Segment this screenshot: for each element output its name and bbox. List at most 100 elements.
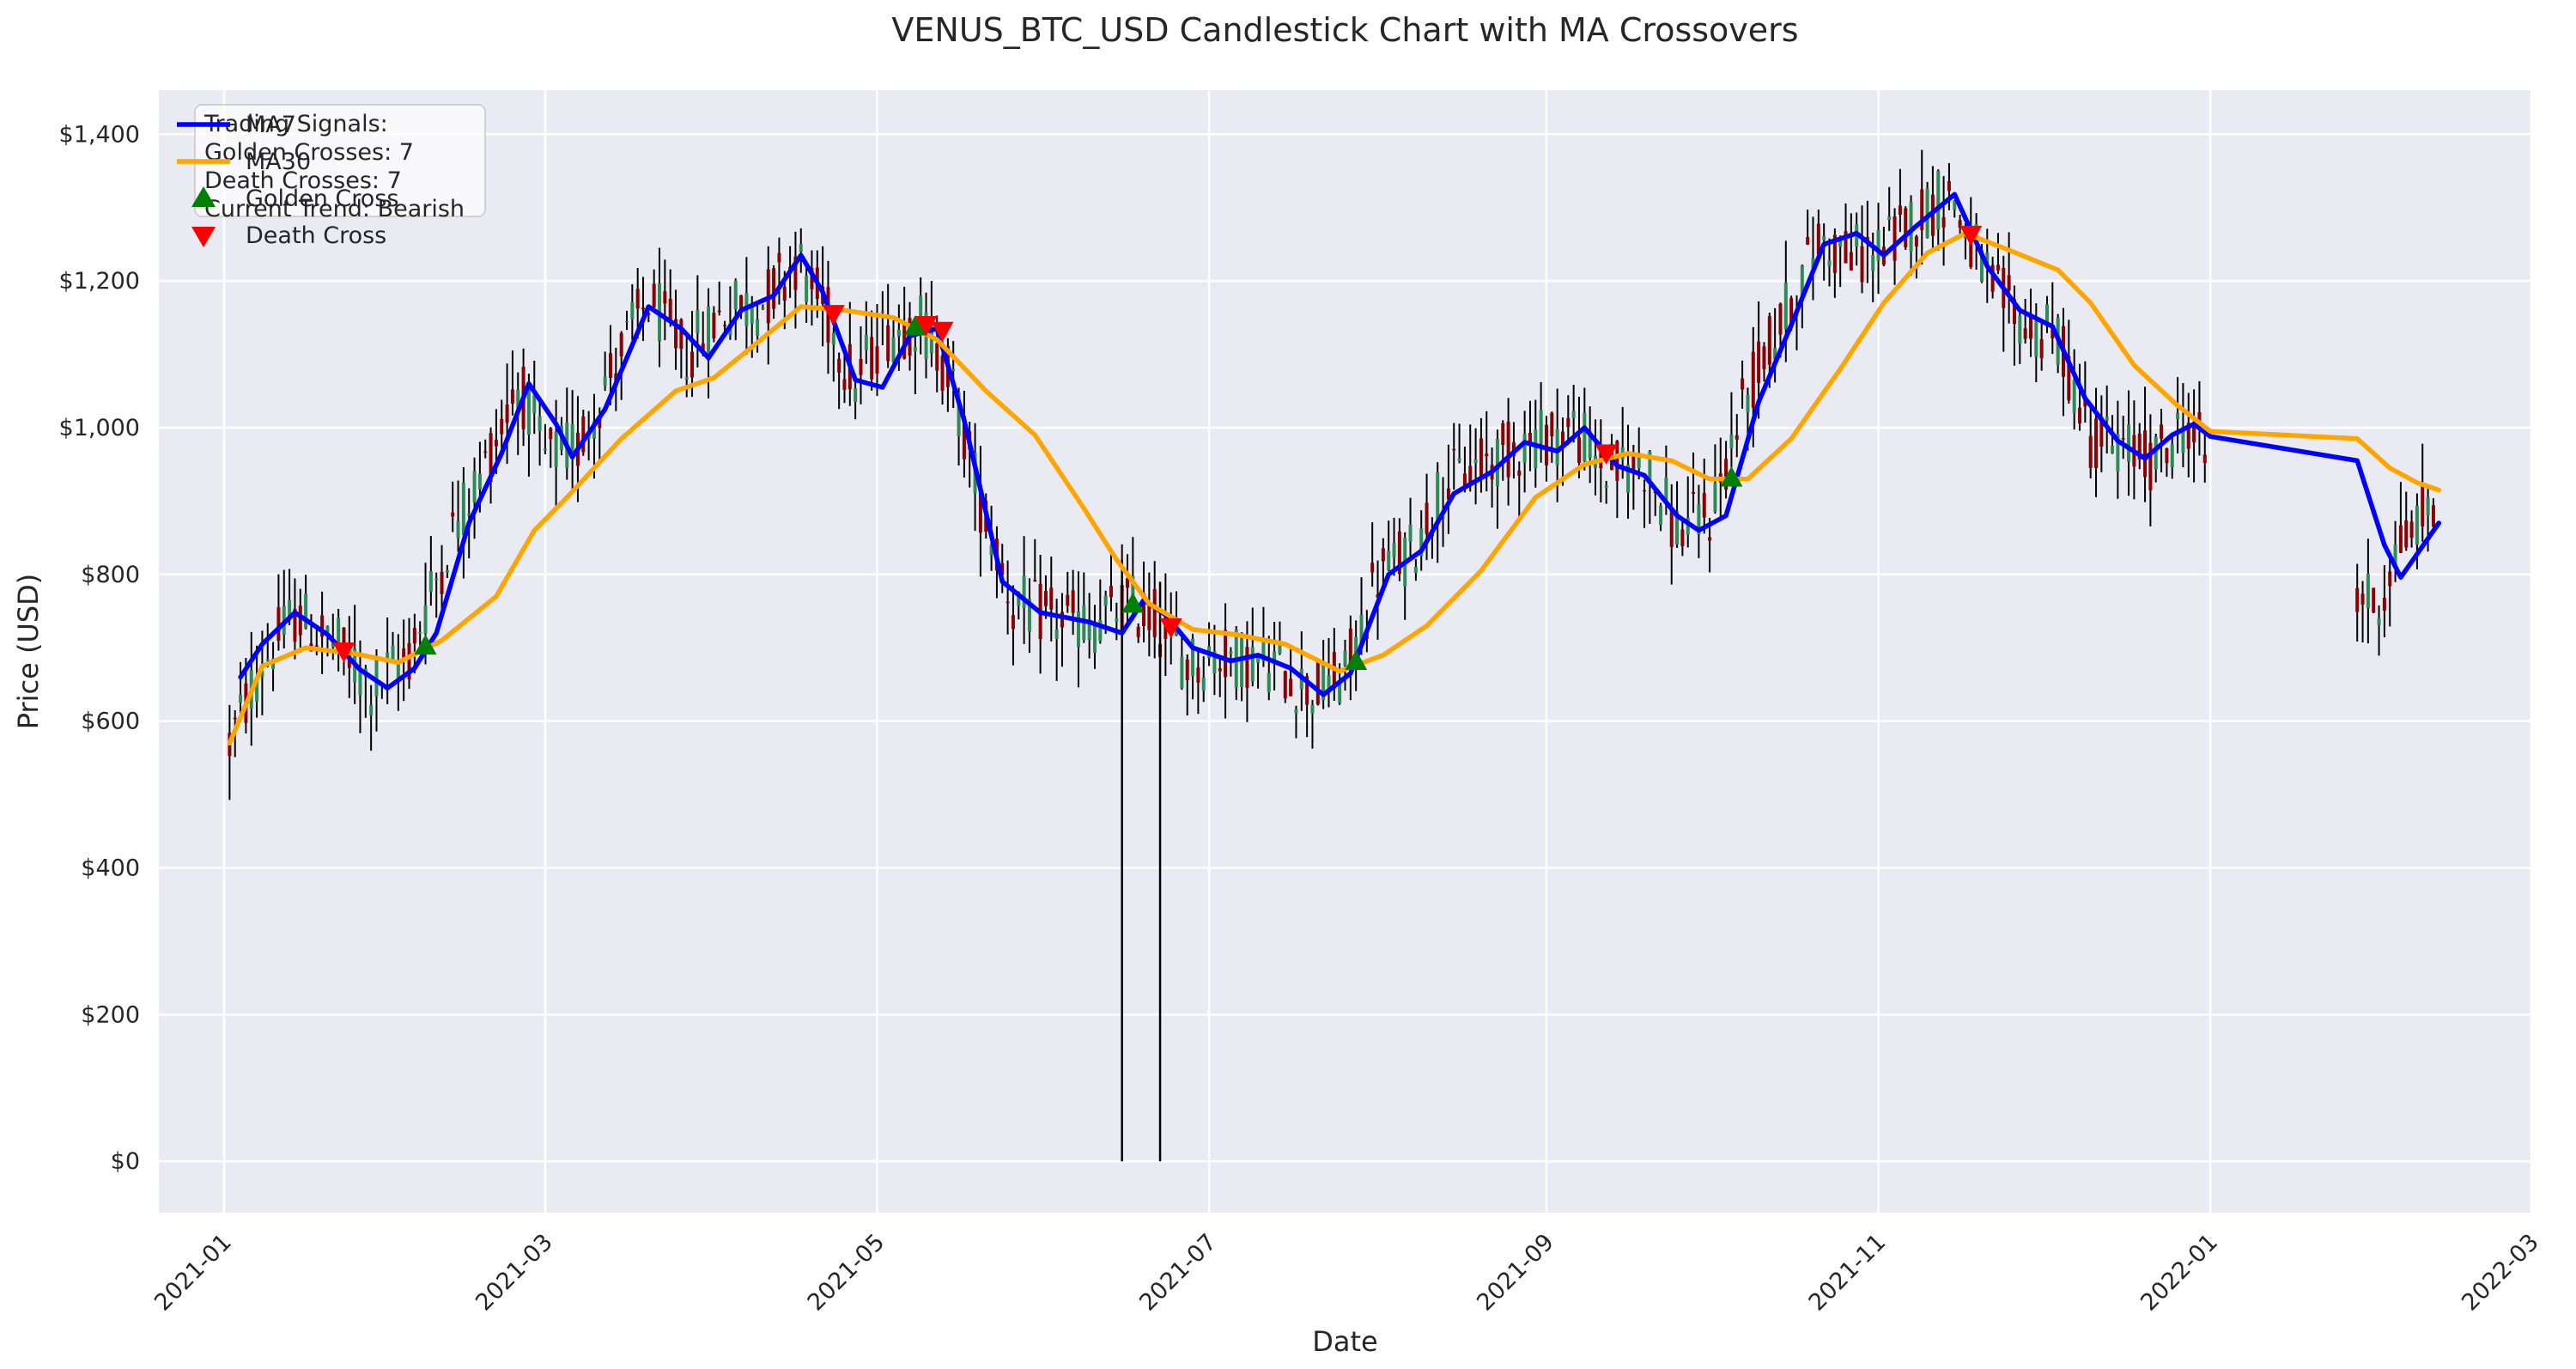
candle (2170, 432, 2174, 479)
candle (396, 634, 400, 711)
candle (2421, 443, 2425, 542)
candle (647, 311, 651, 323)
candle-body (1849, 252, 1853, 271)
candle-body (477, 473, 482, 490)
candle (1522, 411, 1527, 493)
candle-body (684, 377, 689, 380)
candle (1408, 497, 1413, 560)
candle-body (674, 319, 678, 349)
candle (581, 409, 586, 456)
chart-title: VENUS_BTC_USD Candlestick Chart with MA … (891, 11, 1798, 49)
candle-body (1583, 412, 1587, 462)
candle-body (1273, 651, 1277, 662)
candle (1686, 476, 1690, 548)
candle-body (886, 325, 890, 362)
candle-body (1735, 435, 1739, 440)
candle (500, 399, 504, 453)
candle-body (1321, 660, 1326, 701)
x-tick-label: 2021-03 (471, 1229, 558, 1317)
candle (1811, 216, 1815, 301)
candle-body (1729, 434, 1734, 448)
candle-body (1669, 508, 1674, 547)
candle (2088, 404, 2093, 479)
candle (854, 379, 858, 420)
candle-body (793, 256, 798, 290)
candle (2409, 510, 2414, 548)
candle (799, 228, 803, 273)
candle (668, 269, 672, 327)
golden-cross-marker (1720, 466, 1743, 487)
candle (2116, 400, 2120, 499)
candle-body (951, 368, 956, 371)
candle-body (1979, 250, 1984, 283)
candle (2072, 349, 2076, 430)
candle (1898, 168, 1902, 233)
candle (630, 283, 635, 340)
candle (1076, 571, 1080, 688)
candle (919, 277, 923, 355)
candle-body (1806, 237, 1810, 245)
candle-body (940, 356, 945, 391)
candle-body (1539, 410, 1543, 444)
candle-body (2154, 436, 2158, 470)
candle-body (663, 291, 667, 304)
candle-body (516, 390, 520, 414)
candle-body (1092, 624, 1097, 654)
candle-body (1109, 586, 1114, 598)
candle (674, 289, 678, 370)
candle (837, 352, 841, 410)
crossover-markers (332, 225, 1983, 671)
candle (1381, 538, 1385, 591)
candle-body (2388, 571, 2392, 587)
candle (1495, 429, 1499, 529)
candle-body (1615, 441, 1619, 481)
candle-body (1354, 636, 1358, 663)
candle-body (1571, 411, 1576, 418)
candle-body (1305, 676, 1309, 705)
candle (1735, 414, 1739, 458)
candle (1397, 518, 1401, 581)
candle (2372, 587, 2376, 614)
candle-body (1152, 588, 1157, 637)
candle (1218, 655, 1222, 697)
candle (451, 481, 455, 532)
candle (1196, 649, 1200, 715)
candle-body (1528, 432, 1532, 442)
candle (652, 269, 656, 308)
candle (1000, 544, 1005, 593)
candle (2078, 363, 2082, 431)
candle-body (1702, 493, 1706, 518)
candle-body (1713, 483, 1717, 512)
candle-body (581, 416, 586, 453)
candle-body (1751, 351, 1755, 408)
candle (461, 467, 465, 579)
candle (1011, 585, 1015, 666)
candle (2186, 392, 2190, 478)
candle-body (2099, 417, 2104, 447)
legend-swatch-death-cross (191, 227, 216, 247)
candle-body (712, 313, 716, 339)
candle-body (489, 433, 493, 483)
y-tick-label: $1,200 (59, 268, 140, 295)
candle-body (1969, 234, 1973, 267)
candle-body (304, 593, 308, 629)
candle (2023, 299, 2027, 344)
candle-body (782, 286, 787, 301)
candle (337, 608, 341, 672)
candle-body (896, 329, 901, 337)
candle-body (1778, 303, 1783, 335)
candle-body (1517, 471, 1522, 476)
candle (1953, 200, 1957, 218)
candle-body (1893, 216, 1897, 261)
candle-body (870, 337, 874, 380)
candle-body (428, 571, 433, 592)
candle (428, 536, 433, 606)
candle-body (619, 332, 623, 356)
x-tick-label: 2021-07 (1134, 1229, 1222, 1317)
candle-body (1544, 424, 1548, 465)
candle (472, 457, 477, 539)
candle (1990, 256, 1995, 299)
candle-body (1115, 618, 1119, 622)
candle (1283, 670, 1287, 703)
candle-body (2078, 407, 2082, 424)
